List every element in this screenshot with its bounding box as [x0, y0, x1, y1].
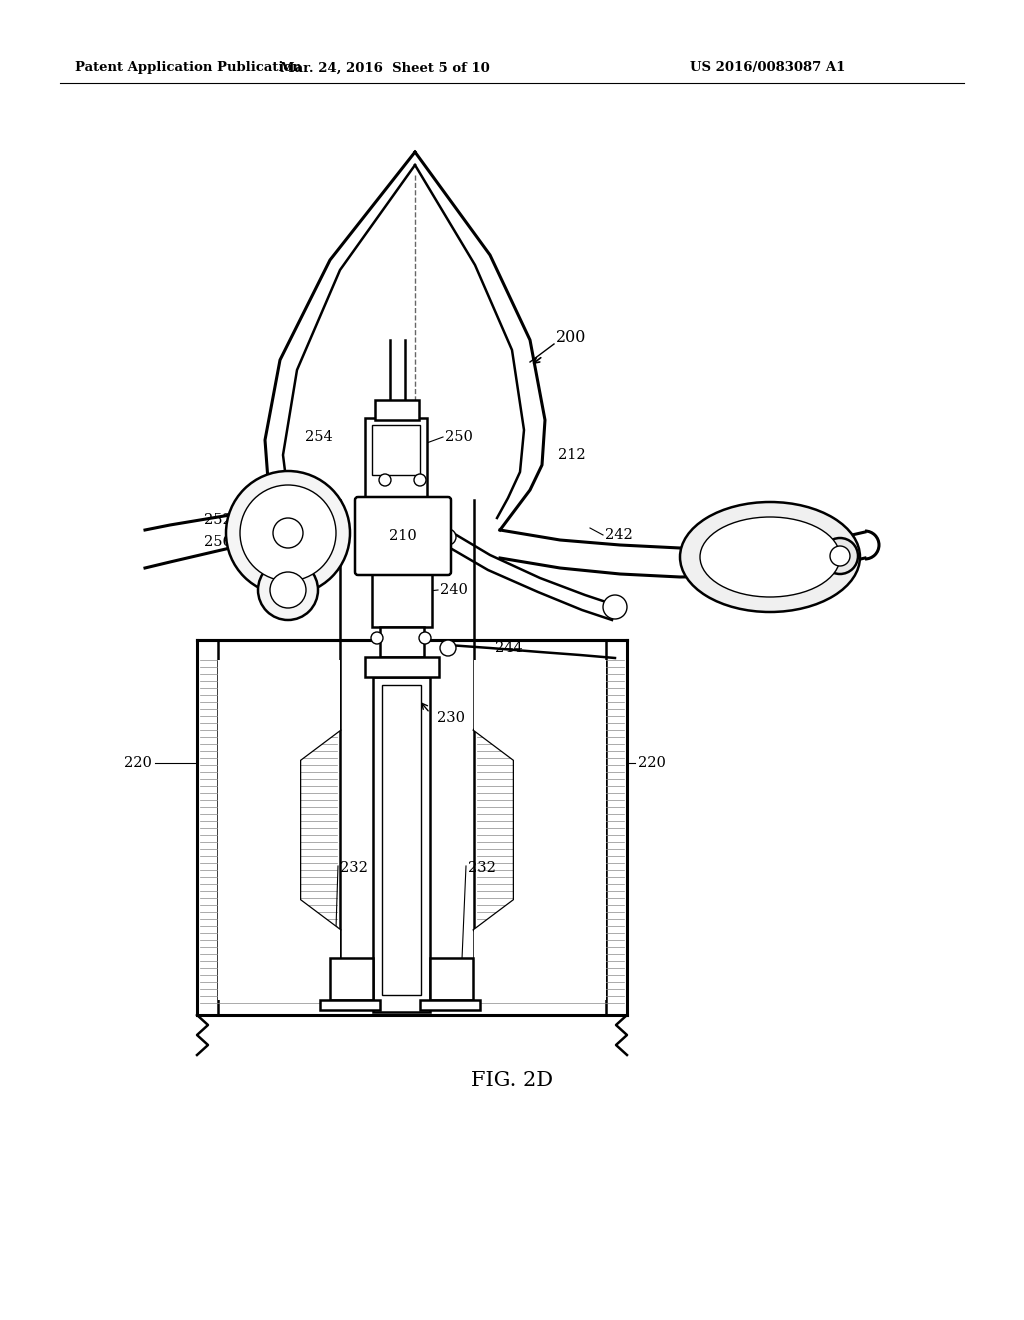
Polygon shape	[218, 660, 340, 1001]
Circle shape	[414, 474, 426, 486]
Bar	[365, 657, 439, 677]
Text: 232: 232	[340, 861, 368, 875]
Circle shape	[379, 474, 391, 486]
Bar	[372, 572, 432, 627]
Text: 256: 256	[204, 535, 232, 549]
Polygon shape	[474, 660, 606, 1001]
Text: 244: 244	[495, 642, 522, 655]
Circle shape	[273, 517, 303, 548]
Circle shape	[240, 484, 336, 581]
Circle shape	[226, 471, 350, 595]
Text: 220: 220	[638, 756, 666, 770]
Circle shape	[822, 539, 858, 574]
Text: Mar. 24, 2016  Sheet 5 of 10: Mar. 24, 2016 Sheet 5 of 10	[281, 62, 489, 74]
Bar	[330, 958, 373, 1001]
Text: 242: 242	[605, 528, 633, 543]
Text: US 2016/0083087 A1: US 2016/0083087 A1	[690, 62, 846, 74]
Bar	[319, 1001, 380, 1010]
Text: 252: 252	[204, 513, 232, 527]
Circle shape	[371, 632, 383, 644]
Bar	[373, 677, 430, 1012]
Text: 254: 254	[305, 430, 333, 444]
Text: 210: 210	[389, 529, 417, 543]
Circle shape	[419, 632, 431, 644]
Bar	[430, 958, 473, 1001]
Text: FIG. 2D: FIG. 2D	[471, 1071, 553, 1089]
Text: 220: 220	[124, 756, 152, 770]
Circle shape	[603, 595, 627, 619]
Text: Patent Application Publication: Patent Application Publication	[75, 62, 302, 74]
Ellipse shape	[700, 517, 840, 597]
Text: 250: 250	[445, 430, 473, 444]
Bar	[372, 425, 420, 475]
Circle shape	[440, 529, 456, 545]
Circle shape	[440, 640, 456, 656]
Text: 240: 240	[440, 583, 468, 597]
Bar	[382, 685, 421, 995]
Circle shape	[258, 560, 318, 620]
Circle shape	[270, 572, 306, 609]
Bar	[375, 400, 419, 420]
Bar	[380, 627, 424, 657]
Circle shape	[830, 546, 850, 566]
Text: 230: 230	[437, 711, 465, 725]
Ellipse shape	[680, 502, 860, 612]
FancyBboxPatch shape	[355, 498, 451, 576]
Text: 200: 200	[556, 330, 587, 346]
Bar	[365, 418, 427, 500]
Bar	[420, 1001, 480, 1010]
Text: 212: 212	[558, 447, 586, 462]
Text: 232: 232	[468, 861, 496, 875]
